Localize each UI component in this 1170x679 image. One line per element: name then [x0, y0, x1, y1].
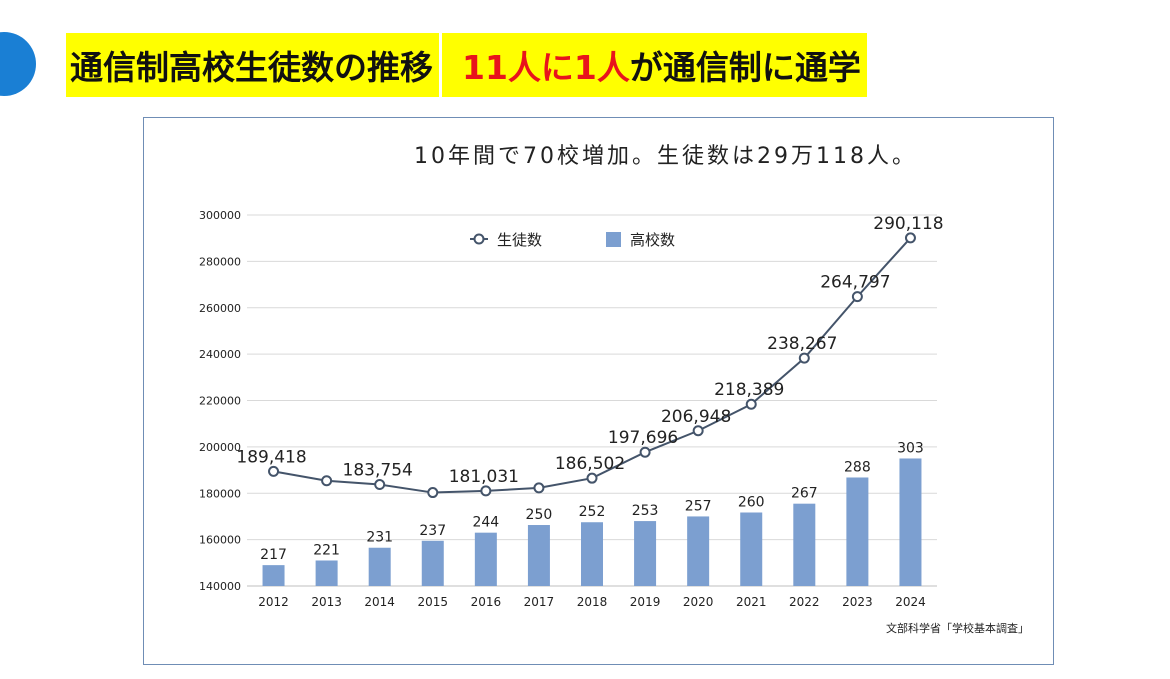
line-point	[639, 446, 651, 458]
bar-value-label: 288	[844, 459, 871, 475]
line-value-label: 206,948	[661, 407, 731, 427]
line-point	[798, 352, 810, 364]
legend-label-students: 生徒数	[497, 231, 542, 249]
x-tick-label: 2016	[471, 595, 502, 609]
bar-value-label: 267	[791, 486, 818, 502]
x-tick-label: 2018	[577, 595, 608, 609]
bar-value-label: 260	[738, 494, 765, 510]
bar	[262, 565, 285, 586]
bar-value-label: 257	[685, 498, 712, 514]
banner-title-text: 通信制高校生徒数の推移	[70, 48, 433, 87]
blue-circle-decoration	[0, 32, 36, 96]
bar-value-label: 244	[472, 515, 499, 531]
y-tick-label: 220000	[199, 395, 241, 408]
legend: 生徒数 高校数	[470, 231, 675, 249]
banner-title: 通信制高校生徒数の推移	[66, 33, 439, 97]
line-point	[374, 479, 386, 491]
y-tick-label: 260000	[199, 302, 241, 315]
line-point	[533, 482, 545, 494]
bar	[421, 540, 444, 586]
bar-value-label: 217	[260, 547, 287, 563]
line-point	[692, 425, 704, 437]
x-tick-label: 2023	[842, 595, 873, 609]
legend-label-schools: 高校数	[630, 231, 675, 249]
y-axis: 140000 160000 180000 200000 220000 240000 2600…	[199, 209, 241, 593]
bar	[474, 532, 497, 586]
line-point	[321, 475, 333, 487]
y-tick-label: 300000	[199, 209, 241, 222]
banner-highlight-text: 11人に1人	[462, 48, 630, 87]
x-tick-label: 2017	[524, 595, 555, 609]
legend-bar-swatch	[606, 232, 621, 247]
line-point	[427, 487, 439, 499]
line-value-label: 183,754	[343, 461, 413, 481]
y-tick-label: 160000	[199, 534, 241, 547]
bar-value-label: 252	[579, 504, 606, 520]
line-value-label: 218,389	[714, 380, 784, 400]
y-tick-label: 140000	[199, 580, 241, 593]
line-value-label: 264,797	[820, 273, 890, 293]
x-tick-label: 2014	[364, 595, 395, 609]
title-banner: 通信制高校生徒数の推移 11人に1人 が通信制に通学	[66, 33, 867, 97]
bar	[368, 547, 391, 586]
bar	[687, 516, 710, 586]
line-point	[851, 291, 863, 303]
y-tick-label: 180000	[199, 487, 241, 500]
bar	[740, 512, 763, 586]
grid-lines	[247, 214, 937, 587]
line-value-label: 181,031	[449, 467, 519, 487]
bar-value-label: 221	[313, 542, 340, 558]
y-tick-label: 280000	[199, 255, 241, 268]
chart-panel: 10年間で70校増加。生徒数は29万118人。 140000 160000 1800…	[143, 117, 1054, 665]
bar-value-label: 303	[897, 440, 924, 456]
line-value-label: 238,267	[767, 334, 837, 354]
x-tick-label: 2020	[683, 595, 714, 609]
bar-value-label: 237	[419, 523, 446, 539]
chart-title: 10年間で70校増加。生徒数は29万118人。	[414, 144, 917, 169]
line-value-label: 290,118	[873, 214, 943, 234]
x-tick-label: 2012	[258, 595, 289, 609]
bar-value-label: 253	[632, 503, 659, 519]
line-point	[480, 485, 492, 497]
line-point	[745, 398, 757, 410]
bar	[634, 521, 657, 586]
line-point	[904, 232, 916, 244]
x-axis: 2012 2013 2014 2015 2016 2017 2018 2019 2020 2021…	[258, 595, 925, 609]
line-series: 189,418 183,754 181,031 186,502 197,696206,9…	[236, 214, 944, 499]
bar	[899, 458, 922, 586]
bar-value-label: 231	[366, 530, 393, 546]
x-tick-label: 2024	[895, 595, 926, 609]
x-tick-label: 2021	[736, 595, 767, 609]
bar	[527, 525, 550, 586]
bar-series: 217 221 231 237 244 250 252 253 257 260 267 288 303	[260, 440, 924, 586]
line-value-label: 197,696	[608, 428, 678, 448]
bar	[315, 560, 338, 586]
bar-value-label: 250	[526, 507, 553, 523]
line-value-label: 186,502	[555, 454, 625, 474]
bar	[846, 477, 869, 586]
y-tick-label: 200000	[199, 441, 241, 454]
x-tick-label: 2019	[630, 595, 661, 609]
line-point	[268, 465, 280, 477]
bar	[581, 522, 603, 586]
x-tick-label: 2013	[311, 595, 342, 609]
x-tick-label: 2015	[417, 595, 448, 609]
source-note: 文部科学省「学校基本調査」	[886, 621, 1029, 635]
line-point	[586, 472, 598, 484]
banner-subtitle-text: が通信制に通学	[629, 48, 861, 87]
bar	[793, 503, 816, 586]
chart-svg: 10年間で70校増加。生徒数は29万118人。 140000 160000 1800…	[199, 144, 1029, 635]
banner-subtitle: 11人に1人 が通信制に通学	[442, 33, 867, 97]
legend-line-marker	[473, 233, 485, 245]
x-tick-label: 2022	[789, 595, 820, 609]
y-tick-label: 240000	[199, 348, 241, 361]
line-value-label: 189,418	[236, 447, 306, 467]
